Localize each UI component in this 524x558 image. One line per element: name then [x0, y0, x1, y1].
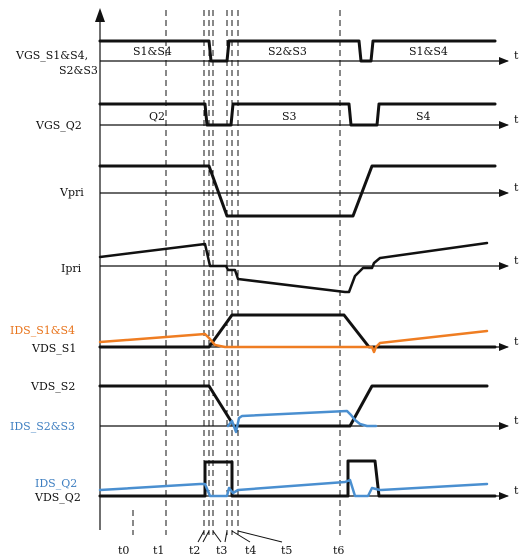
time-label-t0: t0	[118, 544, 129, 557]
pulse-label-s1s4-left: S1&S4	[133, 45, 172, 58]
label-vgs-s14-s23-line2: S2&S3	[59, 64, 98, 77]
label-ids-s1s4: IDS_S1&S4	[10, 324, 75, 337]
time-marker-labels: t0 t1 t2 t3 t4 t5 t6	[118, 544, 344, 557]
main-vertical-axis	[95, 8, 105, 530]
label-vds-s2: VDS_S2	[30, 380, 75, 393]
pulse-labels: S1&S4 S2&S3 S1&S4 Q2 S3 S4	[133, 45, 448, 123]
time-label-t4: t4	[245, 544, 256, 557]
time-marker-leaders	[197, 530, 283, 543]
waveform-ids-s2s3	[226, 409, 378, 434]
waveform-ipri	[98, 241, 489, 294]
waveform-ids-q2	[98, 478, 489, 498]
t-axis-label-row3: t	[514, 181, 519, 194]
t-axis-label-row7: t	[514, 484, 519, 497]
leader-t5	[237, 530, 283, 543]
axis-t-labels: t t t t t t t	[514, 49, 519, 497]
t-axis-label-row6: t	[514, 414, 519, 427]
time-label-t1: t1	[153, 544, 164, 557]
label-vds-s1: VDS_S1	[31, 342, 76, 355]
t-axis-label-row2: t	[514, 113, 519, 126]
leader-t2	[197, 530, 205, 543]
label-vgs-s14-s23-line1: VGS_S1&S4,	[15, 49, 88, 62]
pulse-label-s4: S4	[416, 110, 431, 123]
waveform-vgs-q2	[98, 102, 497, 127]
waveform-vgs-s14-s23	[98, 39, 497, 63]
leader-t3b	[224, 530, 228, 543]
leader-t3a	[212, 530, 222, 543]
t-axis-label-row1: t	[514, 49, 519, 62]
waveform-vpri	[98, 164, 497, 218]
pulse-label-q2: Q2	[149, 110, 165, 123]
waveform-ids-s1s4	[98, 329, 489, 354]
label-ipri: Ipri	[61, 262, 82, 275]
time-label-t5: t5	[281, 544, 292, 557]
waveform-vds-q2	[98, 459, 497, 498]
t-axis-label-row4: t	[514, 254, 519, 267]
label-vds-q2: VDS_Q2	[34, 491, 81, 504]
pulse-label-s2s3: S2&S3	[268, 45, 307, 58]
t-axis-label-row5: t	[514, 335, 519, 348]
time-label-t2: t2	[189, 544, 200, 557]
time-label-t6: t6	[333, 544, 344, 557]
waveform-vds-s1	[98, 313, 497, 349]
label-vpri: Vpri	[59, 186, 84, 199]
leader-t4	[231, 530, 251, 543]
pulse-label-s1s4-right: S1&S4	[409, 45, 448, 58]
waveform-vds-s2	[98, 384, 489, 428]
signal-labels: VGS_S1&S4, S2&S3 VGS_Q2 Vpri Ipri IDS_S1…	[10, 49, 98, 504]
leader-t2b	[202, 530, 210, 543]
time-marker-lines	[132, 10, 341, 535]
time-axes	[100, 57, 509, 500]
pulse-label-s3: S3	[282, 110, 297, 123]
label-ids-q2: IDS_Q2	[35, 477, 77, 490]
time-label-t3: t3	[216, 544, 227, 557]
label-vgs-q2: VGS_Q2	[35, 119, 82, 132]
label-ids-s2s3: IDS_S2&S3	[10, 420, 75, 433]
